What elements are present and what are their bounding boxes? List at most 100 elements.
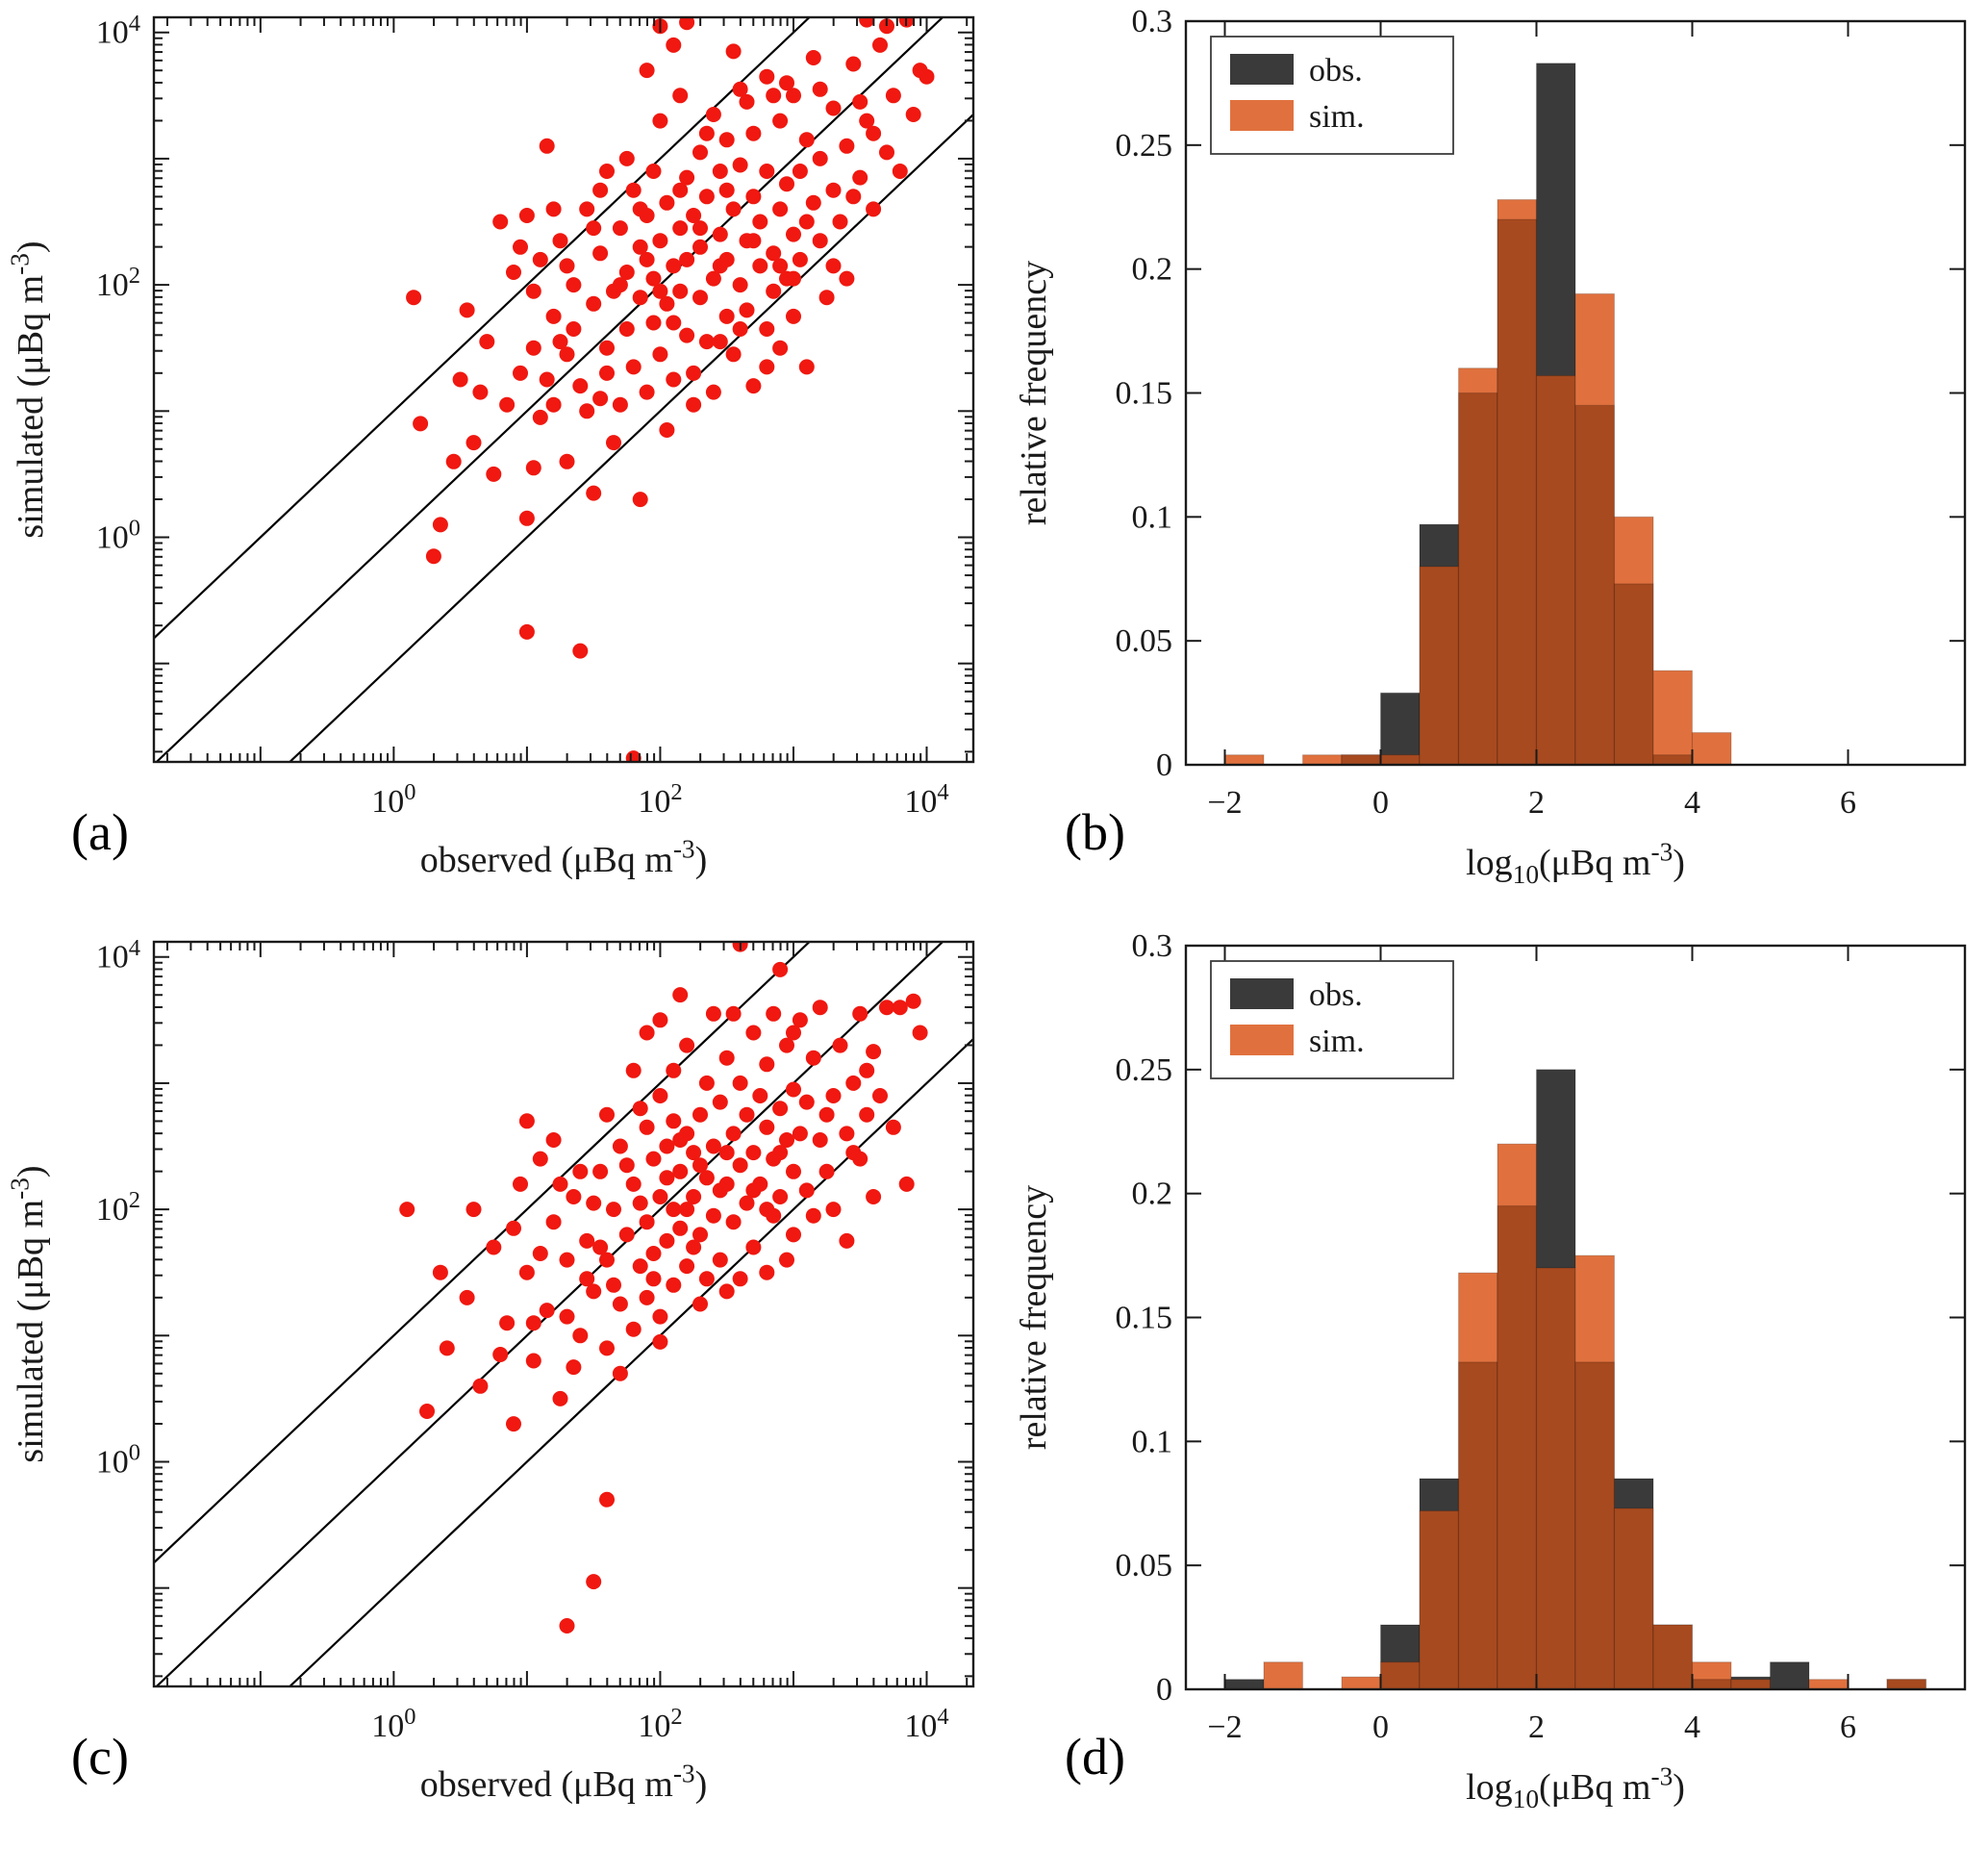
- panel-a: 100 102 104 100 102 104 observed (μBq m-3) simu…: [0, 0, 994, 924]
- data-point: [879, 18, 894, 35]
- data-point: [666, 258, 682, 274]
- data-point: [679, 1037, 695, 1053]
- axis-text: 6: [1840, 1710, 1856, 1745]
- data-point: [566, 321, 582, 337]
- bar: [1691, 1679, 1732, 1690]
- data-point: [818, 1163, 835, 1179]
- data-point: [752, 1088, 768, 1103]
- data-point: [652, 233, 668, 249]
- data-point: [752, 258, 768, 274]
- data-point: [572, 643, 589, 659]
- data-point: [525, 340, 541, 356]
- data-point: [592, 245, 609, 262]
- data-point: [698, 1170, 715, 1186]
- data-point: [559, 1308, 575, 1325]
- data-point: [792, 164, 808, 179]
- data-point: [686, 396, 702, 413]
- data-point: [599, 1252, 615, 1268]
- data-point: [905, 107, 921, 122]
- data-point: [745, 189, 762, 205]
- axis-text: 0.05: [1116, 623, 1173, 659]
- data-point: [545, 1214, 562, 1230]
- data-point: [606, 1202, 621, 1218]
- data-point: [772, 1189, 789, 1204]
- data-point: [812, 150, 828, 166]
- data-point: [679, 169, 695, 186]
- axis-text: −2: [1207, 1710, 1242, 1745]
- data-point: [772, 258, 789, 274]
- data-point: [518, 1113, 535, 1129]
- data-point: [639, 1289, 655, 1305]
- plot-frame: [1184, 944, 1967, 1691]
- data-point: [612, 1138, 628, 1154]
- bar: [1223, 754, 1265, 766]
- data-point: [639, 384, 655, 400]
- data-point: [712, 226, 728, 242]
- data-point: [525, 1353, 541, 1369]
- data-point: [518, 1264, 535, 1280]
- data-point: [639, 251, 655, 267]
- data-point: [672, 283, 689, 299]
- data-point: [592, 1239, 609, 1255]
- data-point: [672, 1220, 689, 1236]
- data-point: [825, 1202, 842, 1218]
- plot-frame: [152, 15, 975, 764]
- data-point: [725, 1126, 742, 1142]
- axis-ticks: [154, 942, 973, 1686]
- data-point: [552, 233, 568, 249]
- data-point: [632, 1101, 648, 1117]
- data-point: [645, 315, 662, 331]
- data-point: [698, 1271, 715, 1287]
- data-point: [513, 365, 528, 381]
- data-point: [492, 214, 509, 230]
- histogram-bars: [1223, 63, 1732, 766]
- data-point: [772, 1101, 789, 1117]
- data-point: [545, 396, 562, 413]
- data-point: [539, 138, 555, 154]
- data-point: [698, 334, 715, 350]
- data-point: [539, 371, 555, 388]
- axis-text: 104: [904, 779, 948, 820]
- axis-text: 100: [96, 516, 140, 556]
- data-point: [439, 1340, 455, 1356]
- data-point: [639, 63, 655, 79]
- data-point: [745, 1145, 762, 1161]
- data-point: [692, 1227, 708, 1243]
- bar: [1652, 754, 1694, 766]
- data-point: [859, 113, 875, 129]
- data-point: [712, 1094, 728, 1110]
- data-point: [705, 270, 721, 287]
- data-point: [618, 265, 635, 280]
- data-point: [845, 189, 862, 205]
- axis-text: 0.3: [1132, 928, 1173, 964]
- data-point: [786, 308, 801, 324]
- data-point: [672, 1132, 689, 1148]
- data-point: [832, 1037, 848, 1053]
- axis-text: observed (μBq m-3): [420, 1760, 708, 1805]
- bar: [1652, 670, 1694, 766]
- data-point: [845, 56, 862, 72]
- data-point: [445, 453, 462, 469]
- data-point: [559, 1252, 575, 1268]
- data-point: [639, 1119, 655, 1135]
- data-point: [772, 113, 789, 129]
- data-point: [786, 1227, 801, 1243]
- data-point: [399, 1202, 415, 1218]
- data-point: [779, 176, 794, 192]
- data-point: [786, 226, 801, 242]
- data-point: [692, 1106, 708, 1123]
- histogram-bars: [1223, 1069, 1927, 1690]
- axis-text: 0.15: [1116, 376, 1173, 412]
- data-point: [712, 164, 728, 179]
- data-point: [712, 258, 728, 274]
- data-point: [559, 1618, 575, 1634]
- data-point: [798, 214, 815, 230]
- data-point: [725, 201, 742, 217]
- data-point: [879, 144, 894, 161]
- data-point: [599, 1106, 615, 1123]
- data-point: [872, 1088, 888, 1103]
- data-point: [672, 182, 689, 198]
- axis-text: 0.1: [1132, 1424, 1173, 1459]
- data-point: [739, 1106, 755, 1123]
- axis-text: 0: [1156, 747, 1172, 783]
